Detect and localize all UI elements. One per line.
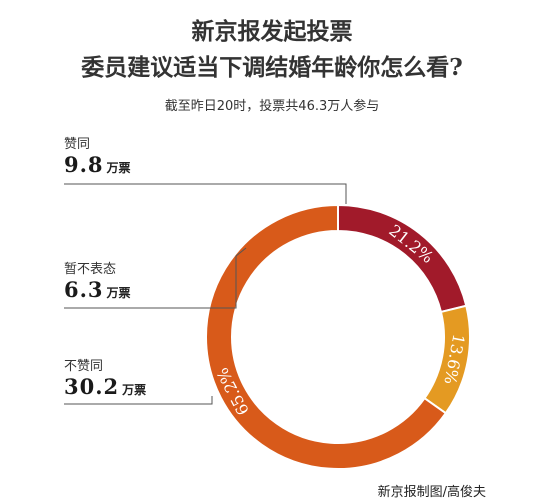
legend-unit-neutral: 万票 bbox=[106, 286, 131, 300]
leader-line-agree bbox=[64, 183, 347, 204]
chart-subtitle: 截至昨日20时，投票共46.3万人参与 bbox=[164, 99, 380, 114]
legend-label-disagree: 不赞同 bbox=[64, 359, 104, 374]
legend-unit-agree: 万票 bbox=[106, 161, 131, 175]
legend-label-agree: 赞同 bbox=[64, 137, 91, 152]
leader-line-disagree bbox=[64, 396, 213, 405]
donut-slice-agree bbox=[337, 203, 468, 314]
legend-unit-disagree: 万票 bbox=[122, 383, 147, 397]
donut-slice-disagree bbox=[205, 203, 448, 470]
legend-value-neutral: 6.3 bbox=[64, 277, 104, 302]
legend-item-agree: 赞同 9.8 万票 bbox=[64, 133, 131, 177]
legend-label-neutral: 暂不表态 bbox=[64, 262, 117, 277]
legend-item-disagree: 不赞同 30.2 万票 bbox=[64, 355, 146, 399]
chart-title-line2: 委员建议适当下调结婚年龄你怎么看? bbox=[81, 54, 463, 81]
chart-credit: 新京报制图/高俊夫 bbox=[377, 485, 486, 500]
legend-value-agree: 9.8 bbox=[64, 152, 104, 177]
legend-value-disagree: 30.2 bbox=[64, 374, 120, 399]
legend-item-neutral: 暂不表态 6.3 万票 bbox=[64, 258, 131, 302]
leader-line-neutral bbox=[64, 247, 247, 309]
chart-title-line1: 新京报发起投票 bbox=[191, 18, 353, 45]
